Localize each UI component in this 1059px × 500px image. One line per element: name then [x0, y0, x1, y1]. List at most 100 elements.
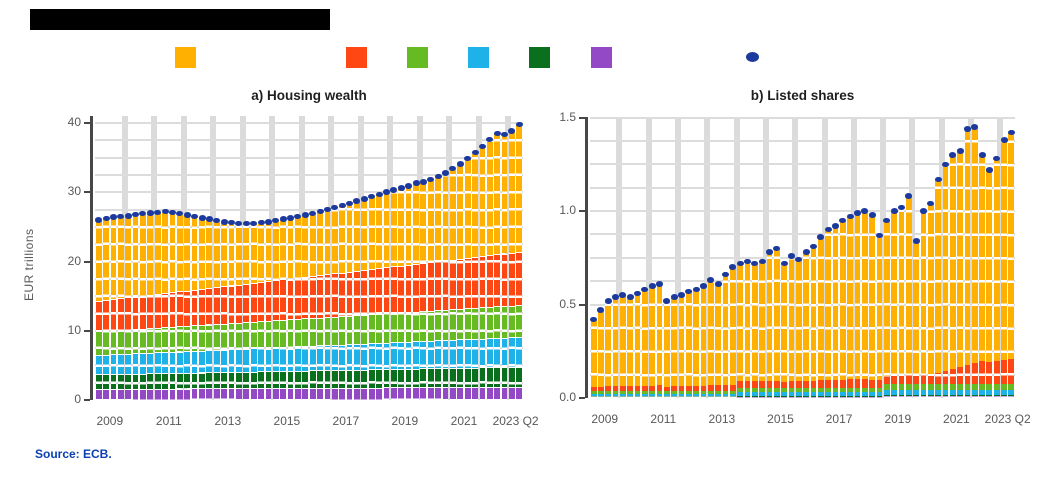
bar-segment-amber: [759, 261, 766, 382]
bar-segment-dark-green: [949, 395, 956, 397]
bar-segment-amber: [598, 310, 604, 387]
source-link[interactable]: Source: ECB.: [35, 447, 112, 461]
total-dot: [656, 281, 664, 287]
bar-segment-dark-green: [693, 396, 700, 398]
bar-segment-green: [795, 387, 802, 393]
bar-segment-purple: [876, 396, 883, 398]
bar-segment-orange-red: [184, 290, 191, 326]
bar-segment-purple: [309, 387, 316, 400]
bar-segment-amber: [110, 217, 117, 300]
bar-segment-orange-red: [162, 293, 168, 328]
year-gridline: [328, 116, 335, 400]
bar-segment-green: [854, 387, 861, 393]
total-dot: [124, 213, 132, 219]
y-tick-label: 20: [67, 253, 81, 268]
bar-segment-amber: [730, 267, 736, 385]
bar-segment-purple: [971, 396, 978, 398]
bar-segment-amber: [634, 293, 641, 387]
bar-segment-dark-green: [457, 367, 464, 388]
bar-segment-orange-red: [781, 381, 788, 388]
bar-segment-green: [354, 315, 360, 344]
bar-segment-amber: [309, 213, 316, 276]
bar-segment-dark-green: [832, 395, 839, 397]
bar-segment-amber: [479, 146, 486, 257]
bar-segment-purple: [861, 396, 868, 398]
total-dot: [272, 217, 280, 224]
bar-segment-green: [686, 391, 692, 395]
y-tick-label: 0: [74, 392, 81, 406]
bar-segment-green: [117, 330, 124, 354]
bar-segment-amber: [464, 158, 471, 258]
bar-segment-orange-red: [435, 261, 442, 311]
bar-segment-amber: [221, 221, 228, 287]
bar-segment-orange-red: [627, 386, 634, 392]
bar-segment-orange-red: [795, 381, 802, 388]
bar-segment-orange-red: [132, 296, 139, 330]
total-dot: [839, 217, 847, 224]
total-dot: [442, 170, 450, 176]
bar-segment-amber: [964, 128, 971, 366]
bar-segment-green: [243, 322, 250, 349]
bar-segment-amber: [1008, 132, 1015, 360]
year-gridline: [269, 116, 276, 400]
total-dot: [323, 206, 331, 213]
bar-segment-dark-green: [125, 373, 132, 389]
total-dot: [875, 232, 883, 239]
total-dot: [927, 200, 935, 207]
bar-segment-light-blue: [464, 339, 471, 368]
bar-segment-light-blue: [869, 392, 875, 396]
bar-segment-amber: [147, 212, 154, 295]
bar-segment-dark-green: [479, 367, 486, 388]
bar-segment-orange-red: [427, 262, 434, 311]
bar-segment-light-blue: [715, 394, 722, 397]
bar-segment-dark-green: [472, 367, 478, 388]
bar-segment-light-blue: [1008, 390, 1015, 395]
total-dot: [205, 216, 213, 222]
bar-segment-purple: [420, 387, 427, 400]
h-gridline: [590, 326, 1015, 329]
bar-segment-amber: [206, 219, 213, 288]
total-dot: [1007, 129, 1015, 136]
bar-segment-orange-red: [258, 281, 264, 322]
bar-segment-light-blue: [501, 337, 508, 368]
bar-segment-amber: [117, 216, 124, 299]
bar-segment-light-blue: [309, 345, 316, 371]
bar-segment-dark-green: [744, 395, 751, 397]
bar-segment-light-blue: [479, 338, 486, 368]
total-dot: [802, 249, 810, 255]
bar-segment-dark-green: [376, 369, 382, 388]
bar-segment-purple: [832, 396, 839, 398]
y-tick-label: 0.5: [559, 296, 576, 311]
y-axis-label: EUR trillions: [22, 228, 36, 302]
bar-segment-purple: [993, 396, 1000, 398]
bar-segment-dark-green: [228, 372, 235, 389]
year-gridline: [298, 116, 305, 400]
bar-segment-amber: [258, 222, 264, 282]
total-dot: [228, 219, 236, 226]
h-gridline: [95, 295, 523, 298]
bar-segment-purple: [898, 396, 905, 398]
bar-segment-dark-green: [927, 395, 934, 397]
bar-segment-green: [501, 306, 508, 338]
bar-segment-light-blue: [854, 392, 861, 396]
bar-segment-dark-green: [686, 396, 692, 398]
bar-segment-purple: [324, 387, 331, 400]
bar-segment-orange-red: [715, 385, 722, 392]
bar-segment-green: [324, 317, 331, 346]
h-gridline: [95, 381, 523, 384]
bar-segment-amber: [898, 207, 905, 375]
bar-segment-dark-green: [398, 368, 405, 388]
bar-segment-green: [869, 387, 875, 393]
y-tick-label: 0.0: [559, 390, 576, 404]
total-dot: [795, 256, 803, 263]
bar-segment-dark-green: [722, 396, 729, 398]
bar-segment-dark-green: [317, 370, 323, 388]
bar-segment-light-blue: [427, 340, 434, 369]
bar-segment-green: [759, 387, 766, 393]
bar-segment-dark-green: [132, 373, 139, 389]
total-dot: [486, 136, 494, 143]
total-dot: [692, 286, 700, 293]
bar-segment-dark-green: [1008, 395, 1015, 397]
bar-segment-dark-green: [103, 374, 109, 389]
total-dot: [758, 258, 766, 265]
